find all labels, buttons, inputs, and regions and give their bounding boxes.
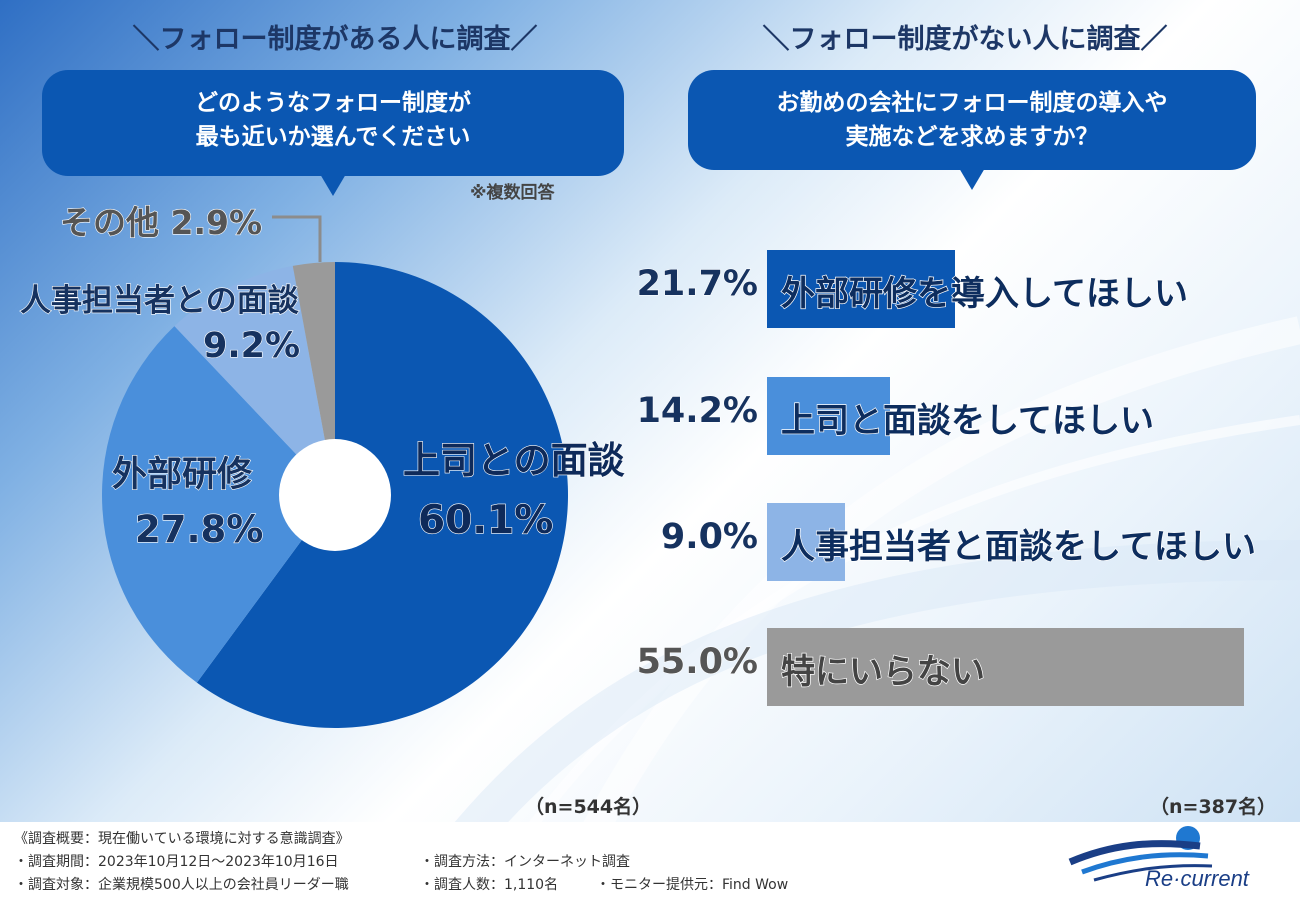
bar-row-external-training: 21.7% 外部研修を導入してほしい	[0, 250, 1300, 330]
pie-label-boss-value: 60.1%	[417, 497, 554, 543]
pie-slice-other	[292, 262, 335, 495]
left-sample-size: （n=544名）	[525, 796, 652, 818]
pie-label-external-value: 27.8%	[134, 507, 264, 551]
bar-hr-meeting	[767, 503, 845, 581]
right-question-bubble: お勤めの会社にフォロー制度の導入や 実施などを求めますか？	[688, 70, 1256, 190]
bar-category-label: 人事担当者と面談をしてほしい	[780, 526, 1256, 567]
survey-target: ・調査対象：企業規模500人以上の会社員リーダー職	[14, 877, 349, 893]
bar-not-needed	[767, 628, 1244, 706]
pie-slice-hr-meeting	[174, 265, 335, 495]
survey-footer: 《調査概要：現在働いている環境に対する意識調査》 ・調査期間：2023年10月1…	[0, 822, 1300, 900]
survey-count: ・調査人数：1,110名	[420, 877, 559, 893]
bar-value-label: 55.0%	[636, 642, 758, 683]
right-question-line1: お勤めの会社にフォロー制度の導入や	[776, 90, 1168, 116]
bar-external-training	[767, 250, 956, 328]
bar-value-label: 14.2%	[636, 391, 758, 432]
monitor-provider: ・モニター提供元：Find Wow	[596, 877, 789, 893]
pie-slice-external-training	[101, 326, 335, 683]
pie-label-boss-name: 上司との面談	[402, 438, 625, 482]
pie-label-hr-value: 9.2%	[202, 325, 301, 366]
pie-label-other-name: その他	[59, 202, 159, 242]
survey-period: ・調査期間：2023年10月12日～2023年10月16日	[14, 854, 339, 870]
left-heading: ＼フォロー制度がある人に調査／	[132, 24, 538, 55]
pie-label-other: その他 2.9%	[59, 196, 263, 244]
bar-value-label: 21.7%	[636, 264, 758, 305]
left-question-line2: 最も近いか選んでください	[195, 124, 471, 150]
bar-value-label: 9.0%	[660, 517, 758, 558]
bar-boss-meeting	[767, 377, 891, 455]
survey-overview-title: 《調査概要：現在働いている環境に対する意識調査》	[14, 831, 350, 847]
recurrent-logo-text: Re·current	[1145, 866, 1249, 891]
multiple-answer-note: ※複数回答	[470, 183, 555, 203]
pie-label-external-name: 外部研修	[111, 454, 253, 495]
other-leader-line	[272, 215, 322, 262]
pie-label-other-value: 2.9%	[170, 202, 263, 242]
left-question-bubble: どのようなフォロー制度が 最も近いか選んでください	[42, 70, 624, 196]
bar-category-label: 特にいらない	[780, 651, 985, 692]
right-heading: ＼フォロー制度がない人に調査／	[762, 24, 1168, 55]
survey-method: ・調査方法：インターネット調査	[420, 854, 630, 870]
bar-row-boss-meeting: 14.2% 上司と面談をしてほしい	[0, 377, 1300, 457]
donut-hole	[279, 439, 391, 551]
pie-label-hr-name: 人事担当者との面談	[19, 282, 299, 319]
right-sample-size: （n=387名）	[1150, 796, 1277, 818]
bar-category-label: 上司と面談をしてほしい	[780, 400, 1154, 441]
left-question-line1: どのようなフォロー制度が	[195, 90, 471, 116]
bar-category-label: 外部研修を導入してほしい	[780, 273, 1188, 314]
right-question-line2: 実施などを求めますか？	[845, 124, 1099, 150]
bar-row-hr-meeting: 9.0% 人事担当者と面談をしてほしい	[0, 503, 1300, 583]
bar-row-not-needed: 55.0% 特にいらない	[0, 628, 1300, 708]
